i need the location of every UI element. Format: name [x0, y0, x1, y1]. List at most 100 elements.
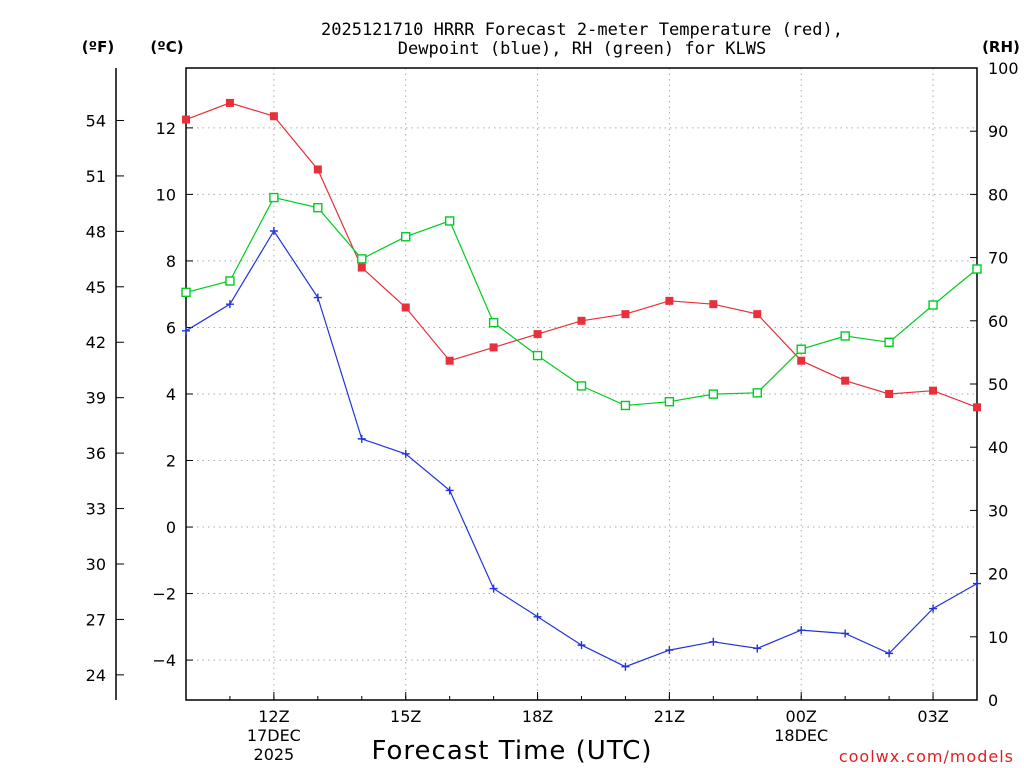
temperature-point — [753, 310, 762, 319]
temperature-point — [665, 296, 674, 305]
celsius-tick-label: −4 — [152, 651, 176, 670]
series-2-meter-temperature — [182, 98, 981, 412]
celsius-unit-label: (ºC) — [150, 38, 183, 56]
rh-tick-label: 10 — [988, 628, 1008, 647]
series-rh — [181, 192, 982, 411]
dewpoint-point — [709, 637, 718, 646]
temperature-point — [885, 389, 894, 398]
credit-text: coolwx.com/models — [839, 747, 1014, 766]
rh-tick-label: 30 — [988, 501, 1008, 520]
year-label: 2025 — [254, 745, 295, 764]
temperature-point — [709, 300, 718, 309]
rh-point — [225, 276, 235, 286]
fahrenheit-tick-label: 24 — [86, 666, 106, 685]
rh-tick-label: 40 — [988, 438, 1008, 457]
temperature-point — [401, 303, 410, 312]
temperature-point — [269, 112, 278, 121]
rh-point — [401, 232, 411, 242]
time-tick-label: 00Z — [786, 707, 817, 726]
rh-point — [928, 300, 938, 310]
celsius-tick-label: −2 — [152, 585, 176, 604]
temperature-point — [973, 403, 981, 412]
dewpoint-point — [885, 649, 894, 658]
series-dewpoint — [182, 226, 981, 671]
temperature-point — [621, 310, 630, 319]
dewpoint-point — [973, 579, 981, 588]
temperature-point — [225, 98, 234, 107]
fahrenheit-tick-label: 42 — [86, 333, 106, 352]
grid-lines — [186, 68, 977, 700]
fahrenheit-tick-label: 54 — [86, 111, 106, 130]
fahrenheit-tick-label: 51 — [86, 167, 106, 186]
rh-point — [884, 337, 894, 347]
dewpoint-point — [577, 641, 586, 650]
time-tick-label: 21Z — [654, 707, 685, 726]
rh-tick-label: 50 — [988, 375, 1008, 394]
fahrenheit-tick-label: 48 — [86, 222, 106, 241]
series-line — [185, 196, 978, 407]
temperature-point — [489, 343, 498, 352]
rh-unit-label: (RH) — [982, 38, 1020, 56]
fahrenheit-tick-label: 36 — [86, 444, 106, 463]
celsius-axis: 12 10 8 6 4 2 0 −2 −4 — [152, 119, 193, 670]
data-series — [181, 98, 982, 671]
temperature-point — [533, 330, 542, 339]
rh-point — [444, 216, 455, 226]
series-line — [185, 102, 978, 408]
celsius-tick-label: 8 — [166, 252, 176, 271]
rh-point — [620, 400, 631, 411]
temperature-point — [182, 115, 190, 124]
temperature-point — [357, 263, 366, 272]
dewpoint-point — [665, 646, 674, 655]
fahrenheit-unit-label: (ºF) — [82, 38, 114, 56]
time-tick-label: 18Z — [522, 707, 553, 726]
temperature-point — [929, 386, 938, 395]
rh-tick-label: 20 — [988, 565, 1008, 584]
rh-point — [269, 192, 279, 203]
fahrenheit-tick-label: 45 — [86, 278, 106, 297]
chart-title-line1: 2025121710 HRRR Forecast 2-meter Tempera… — [321, 20, 843, 40]
date-label: 18DEC — [774, 726, 828, 745]
celsius-tick-label: 12 — [156, 119, 176, 138]
rh-point — [576, 381, 587, 391]
dewpoint-point — [445, 486, 454, 495]
rh-point — [313, 202, 323, 213]
temperature-point — [797, 356, 806, 365]
rh-tick-label: 0 — [988, 691, 998, 710]
dewpoint-point — [401, 449, 410, 458]
temperature-point — [313, 165, 322, 174]
series-line — [185, 229, 978, 668]
rh-tick-label: 80 — [988, 185, 1008, 204]
rh-point — [664, 396, 675, 407]
rh-point — [488, 317, 499, 328]
rh-point — [840, 331, 850, 341]
rh-point — [796, 344, 806, 354]
date-label: 17DEC — [247, 726, 301, 745]
rh-tick-label: 70 — [988, 249, 1008, 268]
temperature-point — [577, 316, 586, 325]
temperature-point — [841, 376, 850, 385]
rh-point — [181, 287, 191, 298]
time-tick-label: 15Z — [390, 707, 421, 726]
dewpoint-point — [929, 604, 938, 613]
celsius-tick-label: 10 — [156, 185, 176, 204]
celsius-tick-label: 0 — [166, 518, 176, 537]
fahrenheit-tick-label: 30 — [86, 555, 106, 574]
dewpoint-point — [489, 584, 498, 593]
dewpoint-point — [225, 300, 234, 309]
chart-title-line2: Dewpoint (blue), RH (green) for KLWS — [398, 39, 766, 59]
celsius-tick-label: 4 — [166, 385, 176, 404]
rh-tick-label: 60 — [988, 312, 1008, 331]
dewpoint-point — [313, 293, 322, 302]
celsius-tick-label: 2 — [166, 452, 176, 471]
time-tick-label: 03Z — [917, 707, 948, 726]
temperature-point — [445, 356, 454, 365]
fahrenheit-tick-label: 33 — [86, 500, 106, 519]
rh-tick-label: 90 — [988, 122, 1008, 141]
dewpoint-point — [797, 626, 806, 635]
rh-point — [532, 350, 543, 361]
time-tick-label: 12Z — [258, 707, 289, 726]
dewpoint-point — [753, 644, 762, 653]
